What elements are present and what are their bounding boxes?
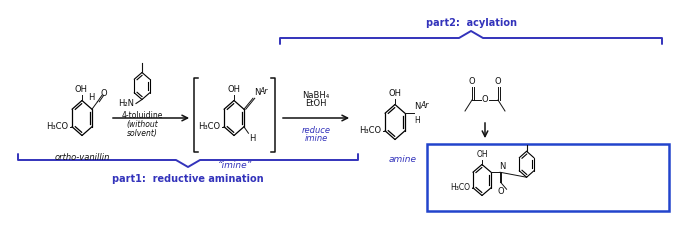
Text: N: N [254, 88, 260, 97]
Text: H₃CO: H₃CO [450, 183, 470, 192]
Text: OH: OH [389, 90, 402, 98]
Text: part2:  acylation: part2: acylation [426, 18, 517, 28]
Text: imine: imine [304, 134, 328, 143]
Text: Ar: Ar [420, 101, 428, 110]
Text: amine: amine [389, 155, 417, 163]
Text: N: N [499, 162, 505, 171]
Text: H₃CO: H₃CO [46, 122, 68, 131]
FancyBboxPatch shape [427, 144, 669, 211]
Text: H: H [88, 93, 95, 102]
Text: O: O [497, 187, 504, 196]
Text: ortho-vanillin: ortho-vanillin [55, 154, 110, 162]
Text: reduce: reduce [302, 126, 330, 135]
Text: OH: OH [74, 86, 88, 94]
Text: H: H [414, 116, 420, 125]
Text: OH: OH [476, 151, 488, 159]
Text: H₃CO: H₃CO [198, 122, 220, 131]
Text: H₂N: H₂N [118, 99, 134, 108]
Text: 4-toluidine: 4-toluidine [121, 112, 162, 121]
Text: NaBH₄: NaBH₄ [302, 91, 330, 100]
Text: solvent): solvent) [127, 129, 158, 138]
Text: EtOH: EtOH [305, 99, 327, 108]
Text: N: N [414, 102, 421, 111]
Text: O: O [100, 89, 107, 98]
Text: Ar: Ar [260, 87, 268, 96]
Text: H₃CO: H₃CO [359, 126, 381, 135]
Text: part1:  reductive amination: part1: reductive amination [112, 174, 264, 184]
Text: “imine”: “imine” [218, 161, 251, 170]
Text: (without: (without [126, 121, 158, 129]
Text: O: O [482, 95, 489, 104]
Text: O: O [495, 77, 501, 86]
Text: OH: OH [228, 86, 241, 94]
Text: O: O [469, 77, 475, 86]
Text: H: H [249, 134, 256, 143]
